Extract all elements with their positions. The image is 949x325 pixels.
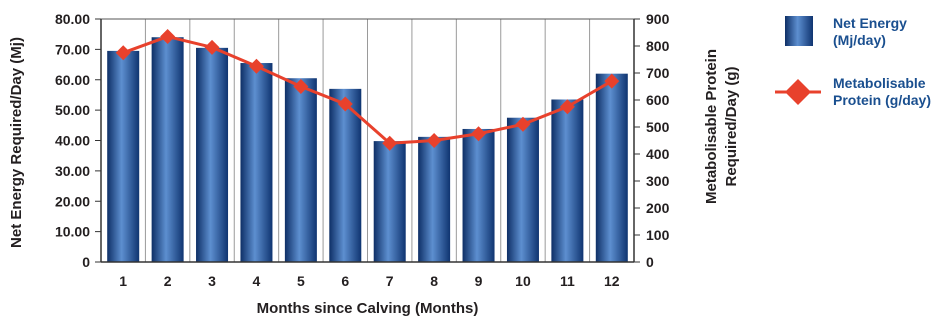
- protein-marker: [515, 116, 531, 132]
- bar: [107, 50, 140, 262]
- bar: [151, 37, 184, 262]
- protein-marker: [160, 29, 176, 45]
- legend-bar-swatch: [785, 16, 813, 46]
- y-tick-left-label: 70.00: [55, 41, 90, 57]
- legend-line-label: Metabolisable: [833, 75, 926, 91]
- y-tick-right-label: 400: [646, 146, 670, 162]
- bar: [506, 117, 539, 262]
- x-tick-label: 4: [253, 273, 261, 289]
- bar: [329, 88, 362, 262]
- y-tick-right-label: 800: [646, 38, 670, 54]
- protein-marker: [559, 99, 575, 115]
- y-tick-left-label: 20.00: [55, 193, 90, 209]
- bar: [462, 128, 495, 262]
- protein-marker: [337, 96, 353, 112]
- x-tick-label: 11: [560, 273, 575, 289]
- x-tick-label: 3: [208, 273, 216, 289]
- y-tick-right-label: 300: [646, 173, 670, 189]
- bar-series: [107, 37, 628, 263]
- x-tick-label: 1: [119, 273, 127, 289]
- protein-marker: [471, 126, 487, 142]
- y-tick-right-label: 500: [646, 119, 670, 135]
- x-tick-label: 10: [515, 273, 531, 289]
- protein-marker: [382, 135, 398, 151]
- y-tick-left-label: 60.00: [55, 72, 90, 88]
- y-tick-left-label: 0: [82, 254, 90, 270]
- protein-marker: [204, 39, 220, 55]
- x-tick-label: 5: [297, 273, 305, 289]
- y-tick-right-label: 600: [646, 92, 670, 108]
- x-tick-label: 2: [164, 273, 172, 289]
- bar: [196, 47, 229, 263]
- grid-lines: [144, 19, 591, 262]
- axis-labels: 0 10.00 20.00 30.00 40.00 50.00 60.00 70.00 80.0…: [8, 11, 740, 317]
- protein-marker: [115, 45, 131, 61]
- y-axis-right-title-line2: Required/Day (g): [723, 66, 740, 186]
- bar: [240, 63, 273, 263]
- protein-marker: [293, 79, 309, 94]
- protein-line: [122, 35, 613, 145]
- y-tick-right-label: 700: [646, 65, 670, 81]
- bar: [551, 99, 584, 263]
- y-tick-left-label: 30.00: [55, 163, 90, 179]
- y-tick-right-label: 100: [646, 227, 670, 243]
- axes: [95, 18, 640, 263]
- y-axis-right-title-line1: Metabolisable Protein: [703, 49, 720, 204]
- x-axis-title: Months since Calving (Months): [257, 300, 479, 317]
- y-tick-right-label: 0: [646, 254, 654, 270]
- y-tick-left-label: 40.00: [55, 133, 90, 149]
- x-tick-label: 6: [341, 273, 349, 289]
- y-tick-right-label: 200: [646, 200, 670, 216]
- legend-line-label: Protein (g/day): [833, 92, 931, 108]
- protein-marker: [604, 73, 620, 89]
- x-tick-label: 8: [430, 273, 438, 289]
- x-tick-label: 9: [475, 273, 483, 289]
- bar: [373, 141, 406, 262]
- legend-bar-label: (Mj/day): [833, 32, 886, 48]
- x-tick-label: 12: [604, 273, 620, 289]
- y-axis-left-title: Net Energy Required/Day (Mj): [8, 37, 25, 248]
- x-tick-label: 7: [386, 273, 394, 289]
- protein-marker: [248, 58, 264, 74]
- bar: [284, 78, 317, 262]
- protein-marker: [426, 133, 442, 148]
- legend-diamond-marker: [785, 79, 811, 105]
- bar: [595, 73, 628, 262]
- y-tick-left-label: 10.00: [55, 224, 90, 240]
- bar: [418, 136, 451, 262]
- legend-bar-label: Net Energy: [833, 15, 907, 31]
- y-tick-left-label: 80.00: [55, 11, 90, 27]
- line-series: [115, 29, 620, 151]
- y-tick-right-label: 900: [646, 11, 670, 27]
- y-tick-left-label: 50.00: [55, 102, 90, 118]
